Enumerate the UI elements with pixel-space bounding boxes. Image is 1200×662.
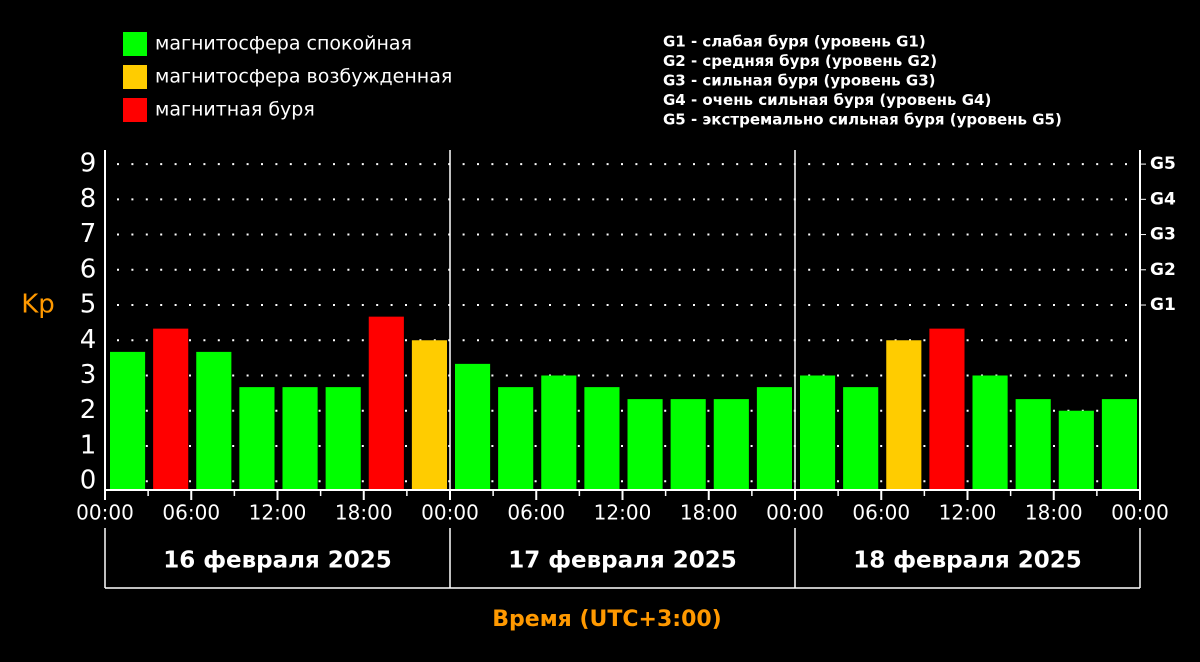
y-axis-label: Kp bbox=[21, 290, 55, 320]
bar bbox=[800, 375, 836, 490]
y2-tick-label: G2 bbox=[1150, 260, 1176, 280]
y-tick-label: 6 bbox=[80, 254, 97, 284]
bar bbox=[541, 375, 577, 490]
x-tick-label: 00:00 bbox=[1111, 501, 1169, 525]
bar bbox=[411, 340, 447, 490]
x-tick-label: 00:00 bbox=[766, 501, 824, 525]
legend-label: магнитная буря bbox=[155, 99, 315, 121]
legend-swatch bbox=[123, 98, 147, 122]
bar bbox=[368, 316, 404, 490]
legend-swatch bbox=[123, 32, 147, 56]
bar bbox=[239, 387, 275, 490]
bar bbox=[972, 375, 1008, 490]
x-tick-label: 18:00 bbox=[335, 501, 393, 525]
x-tick-label: 00:00 bbox=[76, 501, 134, 525]
y-tick-label: 2 bbox=[80, 395, 97, 425]
x-tick-label: 12:00 bbox=[249, 501, 307, 525]
y-tick-label: 8 bbox=[80, 184, 97, 214]
bar bbox=[196, 351, 232, 490]
y-tick-label: 1 bbox=[80, 430, 97, 460]
legend-label: магнитосфера спокойная bbox=[155, 33, 412, 55]
x-tick-label: 00:00 bbox=[421, 501, 479, 525]
bar bbox=[843, 387, 879, 490]
y-tick-label: 3 bbox=[80, 360, 97, 390]
y2-tick-label: G5 bbox=[1150, 154, 1176, 174]
bar bbox=[1101, 399, 1137, 490]
x-tick-label: 06:00 bbox=[852, 501, 910, 525]
bar bbox=[584, 387, 620, 490]
bar bbox=[713, 399, 749, 490]
y-tick-label: 7 bbox=[80, 219, 97, 249]
bar bbox=[670, 399, 706, 490]
bar bbox=[929, 328, 965, 490]
x-axis-label: Время (UTC+3:00) bbox=[492, 607, 722, 632]
x-tick-label: 12:00 bbox=[939, 501, 997, 525]
g-note: G2 - средняя буря (уровень G2) bbox=[663, 52, 937, 70]
bar bbox=[627, 399, 663, 490]
bar bbox=[1058, 410, 1094, 490]
bar bbox=[498, 387, 534, 490]
g-note: G4 - очень сильная буря (уровень G4) bbox=[663, 91, 991, 109]
bar bbox=[282, 387, 318, 490]
x-tick-label: 18:00 bbox=[680, 501, 738, 525]
y2-tick-label: G3 bbox=[1150, 225, 1176, 245]
x-tick-label: 06:00 bbox=[507, 501, 565, 525]
bar bbox=[1015, 399, 1051, 490]
bar bbox=[756, 387, 792, 490]
x-tick-label: 12:00 bbox=[594, 501, 652, 525]
bar bbox=[455, 363, 491, 490]
legend-label: магнитосфера возбужденная bbox=[155, 66, 452, 88]
y-tick-label: 9 bbox=[80, 149, 97, 179]
y2-tick-label: G4 bbox=[1150, 189, 1176, 209]
y-tick-label: 0 bbox=[80, 466, 97, 496]
g-note: G5 - экстремально сильная буря (уровень … bbox=[663, 111, 1062, 129]
y2-tick-label: G1 bbox=[1150, 295, 1176, 315]
x-tick-label: 18:00 bbox=[1025, 501, 1083, 525]
day-label: 18 февраля 2025 bbox=[853, 548, 1082, 574]
legend-swatch bbox=[123, 65, 147, 89]
bar bbox=[153, 328, 189, 490]
g-note: G1 - слабая буря (уровень G1) bbox=[663, 33, 926, 51]
day-label: 17 февраля 2025 bbox=[508, 548, 737, 574]
bar bbox=[325, 387, 361, 490]
bar bbox=[886, 340, 922, 490]
day-label: 16 февраля 2025 bbox=[163, 548, 392, 574]
x-tick-label: 06:00 bbox=[162, 501, 220, 525]
g-note: G3 - сильная буря (уровень G3) bbox=[663, 72, 936, 90]
y-tick-label: 5 bbox=[80, 290, 97, 320]
bar bbox=[110, 351, 146, 490]
y-tick-label: 4 bbox=[80, 325, 97, 355]
